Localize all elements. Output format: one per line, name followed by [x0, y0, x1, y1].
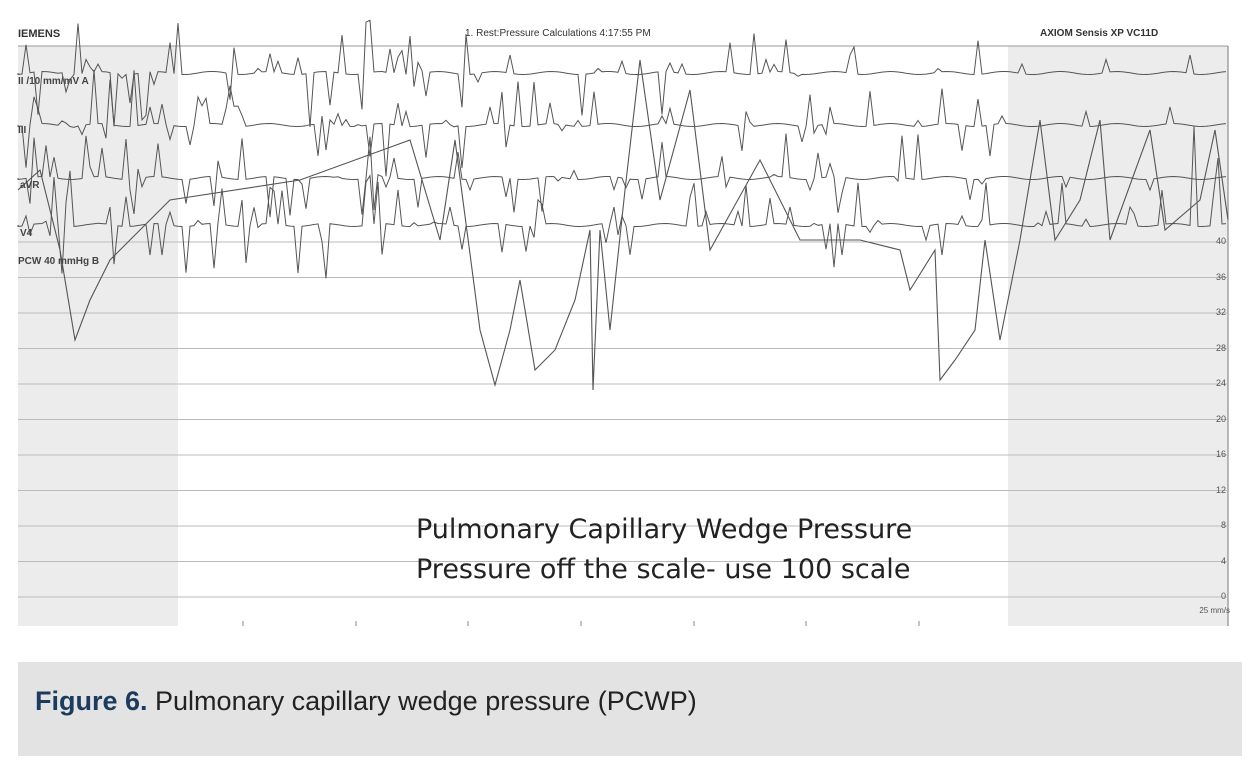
ecg-lead-trace [17, 133, 1227, 218]
pressure-scale-tick: 12 [1215, 484, 1226, 495]
ecg-lead-trace [17, 69, 1227, 177]
lead-label-pcw: PCW 40 mmHg B [18, 256, 100, 267]
recording-title: 1. Rest:Pressure Calculations 4:17:55 PM [465, 28, 651, 39]
pressure-scale-tick: 16 [1215, 449, 1226, 459]
paper-speed: 25 mm/s [1199, 606, 1230, 615]
figure-annotation: Pulmonary Capillary Wedge Pressure Press… [416, 510, 912, 590]
annotation-line-2: Pressure off the scale- use 100 scale [416, 554, 911, 585]
pcwp-tracing-figure: IEMENS 1. Rest:Pressure Calculations 4:1… [17, 19, 1230, 626]
pressure-scale-tick: 24 [1215, 378, 1226, 388]
ecg-lead-trace [17, 19, 1227, 128]
manufacturer-label: IEMENS [18, 28, 61, 40]
pressure-scale-tick: 32 [1215, 307, 1226, 317]
system-label: AXIOM Sensis XP VC11D [1040, 28, 1159, 39]
hemodynamic-tracing [17, 19, 1229, 626]
shaded-band-left [18, 46, 178, 626]
lead-label-avr: aVR [20, 180, 40, 191]
lead-label-v4: V4 [20, 228, 33, 239]
pressure-scale-tick: 28 [1215, 342, 1226, 353]
lead-label-iii: III [18, 125, 27, 136]
pcw-pressure-trace [17, 59, 1229, 391]
pressure-scale-tick: 36 [1215, 271, 1226, 282]
pressure-scale-tick: 4 [1220, 555, 1226, 566]
ecg-lead-trace [17, 126, 1227, 279]
lead-label-ii: II /10 mm/mV A [18, 76, 89, 87]
pressure-scale-tick: 8 [1220, 520, 1226, 530]
shaded-band-right [1008, 46, 1228, 626]
pressure-scale-tick: 0 [1220, 591, 1226, 601]
caption-text: Figure 6. Pulmonary capillary wedge pres… [35, 686, 697, 717]
caption-label: Figure 6. [35, 686, 148, 716]
pressure-scale-tick: 40 [1215, 236, 1226, 246]
caption-body: Pulmonary capillary wedge pressure (PCWP… [147, 686, 697, 716]
figure-caption: Figure 6. Pulmonary capillary wedge pres… [18, 662, 1242, 756]
pressure-scale-tick: 20 [1215, 413, 1226, 424]
annotation-line-1: Pulmonary Capillary Wedge Pressure [416, 514, 913, 545]
